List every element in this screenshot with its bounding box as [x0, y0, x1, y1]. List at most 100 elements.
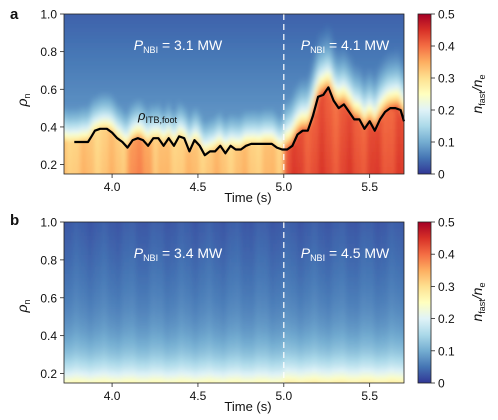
- heatmap-cell: [194, 15, 199, 21]
- heatmap-cell: [263, 147, 268, 153]
- heatmap-cell: [201, 87, 206, 92]
- heatmap-cell: [300, 98, 305, 104]
- heatmap-cell: [132, 68, 137, 73]
- heatmap-cell: [64, 5, 68, 9]
- heatmap-cell: [280, 83, 285, 89]
- heatmap-cell: [228, 27, 233, 32]
- heatmap-cell: [263, 106, 268, 111]
- heatmap-cell: [228, 23, 233, 28]
- heatmap-cell: [177, 8, 181, 12]
- heatmap-cell: [304, 106, 309, 111]
- heatmap-cell: [105, 166, 110, 171]
- heatmap-cell: [146, 15, 151, 21]
- heatmap-cell: [318, 79, 323, 85]
- heatmap-cell: [283, 64, 288, 70]
- heatmap-cell: [177, 94, 182, 100]
- heatmap-cell: [246, 5, 250, 9]
- heatmap-cell: [218, 68, 223, 73]
- heatmap-cell: [67, 49, 72, 55]
- heatmap-cell: [74, 113, 79, 119]
- heatmap-cell: [228, 34, 233, 40]
- heatmap-cell: [146, 34, 151, 40]
- heatmap-cell: [366, 72, 371, 77]
- heatmap-cell: [390, 79, 395, 85]
- heatmap-cell: [64, 136, 69, 141]
- heatmap-cell: [314, 49, 319, 55]
- heatmap-cell: [328, 46, 333, 51]
- heatmap-cell: [362, 113, 367, 119]
- heatmap-cell: [355, 94, 360, 100]
- heatmap-cell: [211, 79, 216, 85]
- heatmap-cell: [101, 128, 106, 134]
- heatmap-cell: [297, 113, 302, 119]
- heatmap-cell: [194, 121, 199, 126]
- heatmap-cell: [129, 76, 134, 81]
- heatmap-cell: [321, 49, 326, 55]
- heatmap-cell: [108, 106, 113, 111]
- heatmap-cell: [225, 178, 229, 182]
- heatmap-cell: [218, 125, 223, 130]
- heatmap-cell: [369, 113, 374, 119]
- heatmap-cell: [287, 68, 292, 73]
- heatmap-cell: [328, 143, 333, 149]
- heatmap-cell: [81, 166, 86, 171]
- heatmap-cell: [215, 72, 220, 77]
- heatmap-cell: [246, 64, 251, 70]
- heatmap-cell: [232, 14, 237, 17]
- heatmap-cell: [373, 57, 378, 62]
- heatmap-cell: [349, 79, 354, 85]
- heatmap-cell: [386, 53, 391, 58]
- heatmap-cell: [146, 94, 151, 100]
- heatmap-cell: [352, 94, 357, 100]
- heatmap-cell: [235, 94, 240, 100]
- heatmap-cell: [366, 102, 371, 107]
- heatmap-cell: [355, 34, 360, 40]
- heatmap-cell: [153, 19, 158, 25]
- heatmap-cell: [153, 132, 158, 137]
- heatmap-cell: [297, 38, 302, 43]
- heatmap-cell: [98, 68, 103, 73]
- heatmap-cell: [359, 5, 363, 9]
- heatmap-cell: [101, 121, 106, 126]
- heatmap-cell: [263, 8, 267, 12]
- heatmap-cell: [132, 162, 137, 168]
- heatmap-cell: [407, 170, 411, 174]
- heatmap-cell: [325, 136, 330, 141]
- y-tick-label: 0.4: [40, 120, 57, 134]
- heatmap-cell: [115, 170, 120, 174]
- heatmap-cell: [297, 42, 302, 47]
- heatmap-cell: [197, 128, 202, 134]
- heatmap-cell: [136, 5, 140, 9]
- heatmap-cell: [370, 8, 374, 12]
- heatmap-cell: [115, 143, 120, 149]
- heatmap-cell: [136, 140, 141, 145]
- heatmap-cell: [276, 136, 281, 141]
- heatmap-cell: [232, 38, 237, 43]
- heatmap-cell: [277, 5, 281, 9]
- heatmap-cell: [349, 136, 354, 141]
- heatmap-cell: [194, 128, 199, 134]
- heatmap-cell: [318, 15, 323, 21]
- heatmap-cell: [321, 162, 326, 168]
- heatmap-cell: [280, 68, 285, 73]
- heatmap-cell: [221, 170, 227, 174]
- heatmap-cell: [246, 8, 250, 12]
- heatmap-cell: [208, 162, 213, 168]
- heatmap-cell: [221, 83, 227, 89]
- heatmap-cell: [376, 94, 381, 100]
- heatmap-cell: [101, 87, 106, 92]
- heatmap-cell: [235, 42, 240, 47]
- heatmap-cell: [318, 140, 323, 145]
- heatmap-cell: [77, 23, 82, 28]
- heatmap-cell: [393, 121, 398, 126]
- heatmap-cell: [77, 117, 82, 122]
- heatmap-cell: [294, 143, 299, 149]
- heatmap-cell: [363, 8, 367, 12]
- heatmap-cell: [239, 34, 244, 40]
- heatmap-cell: [297, 136, 302, 141]
- heatmap-cell: [94, 72, 99, 77]
- heatmap-cell: [153, 42, 158, 47]
- heatmap-cell: [116, 5, 120, 9]
- heatmap-cell: [94, 143, 99, 149]
- heatmap-cell: [314, 117, 319, 122]
